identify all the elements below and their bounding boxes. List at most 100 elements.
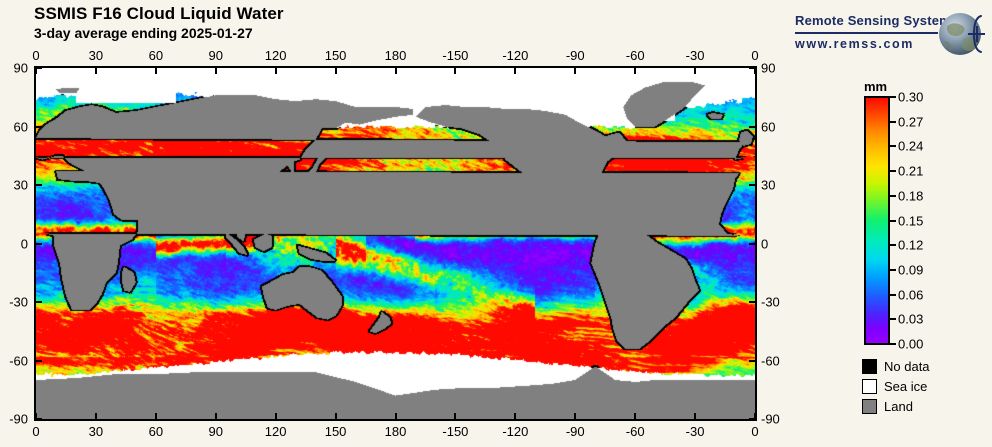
colorbar-gradient [864,96,890,345]
legend-swatch-no-data [862,358,877,374]
lon-tick [754,68,756,74]
lon-tick [274,68,277,74]
lat-tick [749,301,755,303]
colorbar-tick-label: 0.24 [898,138,924,154]
lon-tick-label-bottom: -120 [502,424,529,439]
lon-tick-label-bottom: 150 [324,424,347,439]
lat-tick [36,67,42,69]
legend-swatch-land [862,398,877,414]
colorbar-tick-label: 0.12 [898,237,924,253]
colorbar-tick-label: 0.09 [898,262,924,278]
colorbar-tick [890,244,896,247]
lon-tick-label-top: -30 [685,48,705,63]
lon-tick-label-top: -90 [565,48,585,63]
lon-tick [694,413,697,419]
lon-tick-label-bottom: 120 [264,424,287,439]
page-title: SSMIS F16 Cloud Liquid Water 3-day avera… [34,4,284,42]
lon-tick [514,413,517,419]
lon-tick-label-bottom: 60 [148,424,164,439]
lon-tick-label-bottom: 180 [384,424,407,439]
lat-tick-label-left: 60 [13,119,28,134]
colorbar-tick [890,170,896,173]
legend-label-sea-ice: Sea ice [884,378,928,394]
lon-tick [35,413,37,419]
colorbar-tick-label: 0.03 [898,311,924,327]
lat-tick [749,242,755,245]
colorbar-tick-label: 0.00 [898,336,924,352]
colorbar-tick-label: 0.30 [898,89,924,105]
colorbar-tick [890,194,896,197]
lon-tick-label-top: 180 [384,48,407,63]
lat-tick [36,418,42,420]
lon-tick [394,413,397,419]
lon-tick [154,413,157,419]
lat-tick [36,301,42,303]
lat-tick-label-right: -30 [761,294,780,310]
colorbar-tick [890,318,896,321]
lon-tick-label-bottom: 0 [751,424,759,439]
lon-tick [94,413,97,419]
lon-tick [634,68,637,74]
lon-tick-label-top: 90 [208,48,223,63]
lat-tick [749,359,755,362]
cloud-liquid-water-heatmap [36,68,755,419]
lon-tick [274,413,277,419]
lon-tick-label-top: 60 [148,48,164,63]
lat-tick-label-right: 90 [761,60,776,76]
colorbar-tick-label: 0.27 [898,114,924,130]
remss-logo[interactable]: Remote Sensing Systems www.remss.com [795,10,985,60]
colorbar-tick [890,293,896,296]
lon-tick-label-top: 30 [88,48,104,63]
lat-tick [36,125,42,128]
chart-subtitle: 3-day average ending 2025-01-27 [34,25,253,41]
lon-tick-label-top: -150 [442,48,469,63]
lon-tick-label-bottom: -30 [685,424,705,439]
lon-tick-label-bottom: -60 [625,424,645,439]
colorbar-tick [890,120,896,123]
colorbar-tick [890,219,896,222]
lon-tick-label-top: 150 [324,48,347,63]
lon-tick [454,413,457,419]
lat-tick [36,184,42,186]
lon-tick-label-bottom: -150 [442,424,469,439]
lon-tick [94,68,97,74]
lon-tick [154,68,157,74]
colorbar-tick-label: 0.18 [898,188,924,204]
lat-tick [749,184,755,186]
colorbar-tick [890,96,896,98]
lon-tick [334,413,337,419]
lat-tick-label-right: -90 [761,411,780,427]
lon-tick [454,68,457,74]
colorbar-tick [890,343,896,345]
globe-icon [939,13,985,55]
chart-title: SSMIS F16 Cloud Liquid Water [34,4,284,23]
lat-tick-label-right: 30 [761,177,776,193]
lat-tick-label-left: 30 [13,177,28,193]
colorbar-tick-label: 0.15 [898,213,924,228]
map-plot-area[interactable] [34,66,757,421]
lon-tick [214,68,217,74]
lat-tick-label-left: -90 [9,411,28,427]
lon-tick-label-bottom: 0 [32,424,40,439]
lon-tick [334,68,337,74]
lat-tick-label-left: -30 [9,294,28,310]
legend-label-land: Land [884,398,913,414]
lon-tick-label-top: 0 [32,48,40,63]
colorbar-unit-label: mm [864,79,888,94]
legend-item: No data [862,356,930,376]
lon-tick [35,68,37,74]
lon-tick [214,413,217,419]
lat-tick-label-right: 60 [761,119,776,134]
lat-tick [749,125,755,128]
lat-tick [749,418,755,420]
colorbar-tick [890,268,896,271]
lon-tick-label-bottom: -90 [565,424,585,439]
lon-tick-label-bottom: 90 [208,424,223,439]
lon-tick [694,68,697,74]
legend-swatch-sea-ice [862,378,877,394]
legend-item: Land [862,396,930,416]
lat-tick-label-right: -60 [761,353,780,368]
lon-tick [634,413,637,419]
lat-tick-label-right: 0 [761,236,769,251]
lat-tick-label-left: 90 [13,60,28,76]
